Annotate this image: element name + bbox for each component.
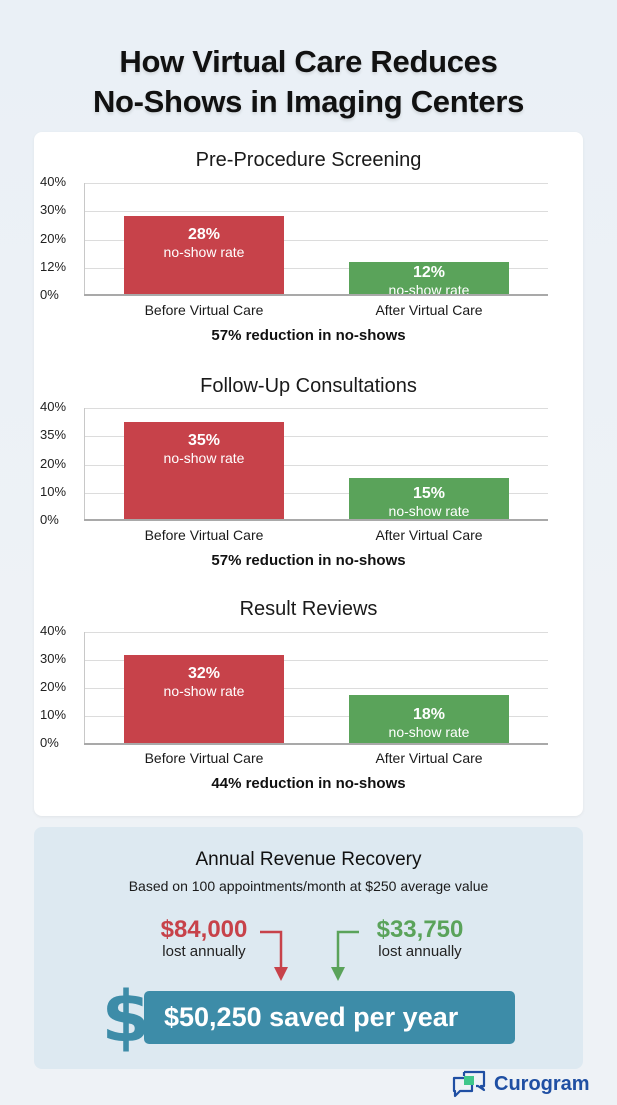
bar-before: 32% no-show rate — [124, 655, 284, 745]
y-axis — [84, 183, 85, 296]
y-tick: 40% — [40, 623, 67, 638]
x-axis — [84, 519, 548, 521]
page-title: How Virtual Care Reduces No-Shows in Ima… — [0, 42, 617, 122]
after-amount-value: $33,750 — [376, 916, 464, 943]
x-label: After Virtual Care — [375, 527, 483, 543]
gridline — [84, 436, 548, 437]
plot-area: 32% no-show rate 18% no-show rate — [84, 632, 548, 745]
y-tick: 20% — [40, 456, 67, 471]
bar-before: 35% no-show rate — [124, 422, 284, 521]
y-tick: 35% — [40, 427, 67, 442]
x-axis — [84, 294, 548, 296]
y-tick: 0% — [40, 512, 59, 527]
chart-title: Follow-Up Consultations — [200, 375, 417, 397]
bar-caption: no-show rate — [388, 503, 470, 519]
bar-after: 12% no-show rate — [349, 262, 509, 298]
bar-value: 35% — [187, 432, 221, 449]
bar-value: 15% — [412, 485, 446, 502]
y-tick: 40% — [40, 399, 67, 414]
arrows-icon — [260, 930, 359, 981]
y-tick: 0% — [40, 287, 59, 302]
y-tick: 30% — [40, 202, 67, 217]
bar-caption: no-show rate — [163, 683, 245, 699]
dollar-sign-icon: $ — [101, 976, 151, 1058]
bar-after: 15% no-show rate — [349, 478, 509, 521]
chart-title: Pre-Procedure Screening — [195, 149, 422, 171]
plot-area: 28% no-show rate 12% no-show rate — [84, 183, 548, 298]
revenue-title: Annual Revenue Recovery — [195, 849, 422, 870]
revenue-subtitle: Based on 100 appointments/month at $250 … — [128, 878, 489, 894]
gridline — [84, 408, 548, 409]
reduction-note: 57% reduction in no-shows — [211, 552, 406, 569]
curogram-logo: Curogram — [452, 1069, 590, 1099]
x-label: Before Virtual Care — [144, 750, 264, 766]
title-line-1: How Virtual Care Reduces — [119, 44, 498, 79]
x-label: Before Virtual Care — [144, 527, 264, 543]
plot-area: 35% no-show rate 15% no-show rate — [84, 408, 548, 521]
reduction-note: 44% reduction in no-shows — [211, 775, 406, 792]
bar-before: 28% no-show rate — [124, 216, 284, 296]
gridline — [84, 465, 548, 466]
gridline — [84, 632, 548, 633]
gridline — [84, 183, 548, 184]
gridline — [84, 240, 548, 241]
savings-banner: $50,250 saved per year — [144, 991, 515, 1044]
y-axis — [84, 632, 85, 745]
before-amount-value: $84,000 — [160, 916, 248, 943]
y-tick: 20% — [40, 231, 67, 246]
x-label: Before Virtual Care — [144, 302, 264, 318]
y-tick: 0% — [40, 735, 59, 750]
gridline — [84, 493, 548, 494]
title-line-2: No-Shows in Imaging Centers — [92, 84, 525, 119]
bar-caption: no-show rate — [163, 244, 245, 260]
x-label: After Virtual Care — [375, 302, 483, 318]
gridline — [84, 268, 548, 269]
chart-title: Result Reviews — [239, 598, 378, 620]
y-tick: 20% — [40, 679, 67, 694]
y-tick: 30% — [40, 651, 67, 666]
logo-text: Curogram — [494, 1072, 590, 1095]
after-amount-caption: lost annually — [378, 943, 462, 960]
before-amount-caption: lost annually — [162, 943, 246, 960]
bar-value: 18% — [412, 706, 446, 723]
reduction-note: 57% reduction in no-shows — [211, 327, 406, 344]
x-label: After Virtual Care — [375, 750, 483, 766]
bar-after: 18% no-show rate — [349, 695, 509, 745]
y-tick: 40% — [40, 174, 67, 189]
before-amount: $84,000 lost annually — [144, 917, 264, 961]
bar-caption: no-show rate — [388, 724, 470, 740]
bar-value: 12% — [412, 264, 446, 281]
y-tick: 10% — [40, 707, 67, 722]
bar-value: 28% — [187, 226, 221, 243]
gridline — [84, 211, 548, 212]
x-axis — [84, 743, 548, 745]
bar-caption: no-show rate — [163, 450, 245, 466]
gridline — [84, 716, 548, 717]
gridline — [84, 660, 548, 661]
bar-value: 32% — [187, 665, 221, 682]
chat-bubbles-icon — [452, 1070, 486, 1098]
y-tick: 12% — [40, 259, 67, 274]
gridline — [84, 688, 548, 689]
y-tick: 10% — [40, 484, 67, 499]
after-amount: $33,750 lost annually — [360, 917, 480, 961]
y-axis — [84, 408, 85, 521]
